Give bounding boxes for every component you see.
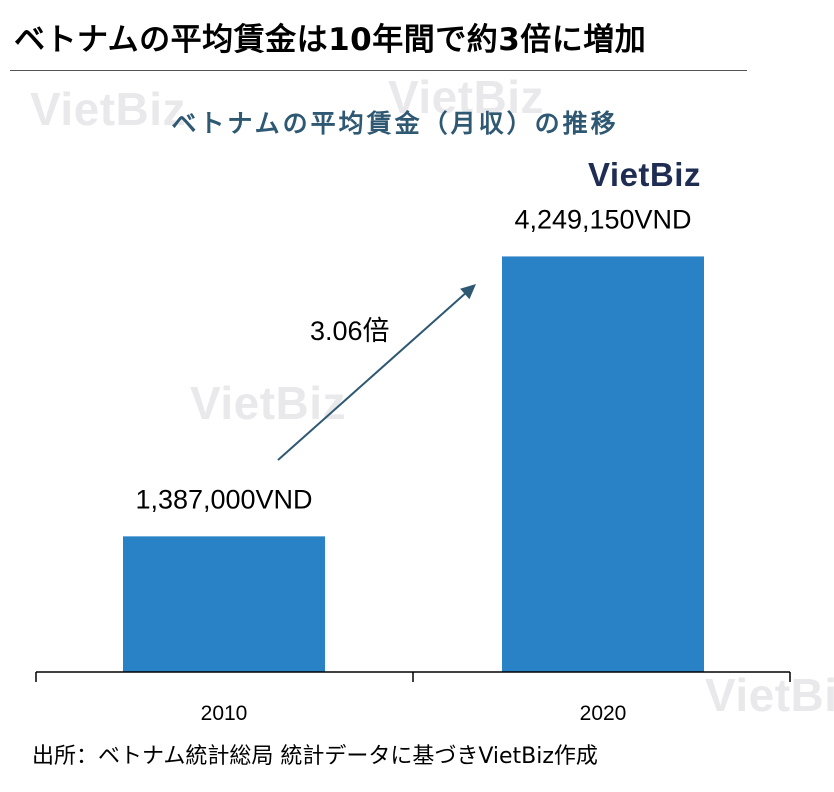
watermark: VietBiz	[388, 71, 545, 123]
tick-label-2010: 2010	[201, 702, 248, 725]
growth-arrow-head	[460, 284, 476, 300]
headline: ベトナムの平均賃金は10年間で約3倍に増加	[14, 22, 647, 58]
bar-2020	[502, 256, 704, 672]
chart-title: ベトナムの平均賃金（月収）の推移	[171, 109, 619, 138]
value-label-2010: 1,387,000VND	[135, 484, 312, 514]
value-label-2020: 4,249,150VND	[514, 204, 691, 234]
bar-2010	[123, 536, 325, 672]
watermark: VietBiz	[190, 377, 347, 429]
tick-label-2020: 2020	[580, 702, 627, 725]
source-note: 出所：ベトナム統計総局 統計データに基づきVietBiz作成	[32, 744, 598, 769]
watermark: VietBiz	[705, 669, 834, 721]
growth-label: 3.06倍	[310, 316, 390, 346]
headline-divider	[10, 70, 747, 71]
growth-arrow	[277, 290, 469, 461]
watermark: VietBiz	[30, 83, 187, 135]
brand-logo: VietBiz	[588, 156, 701, 193]
